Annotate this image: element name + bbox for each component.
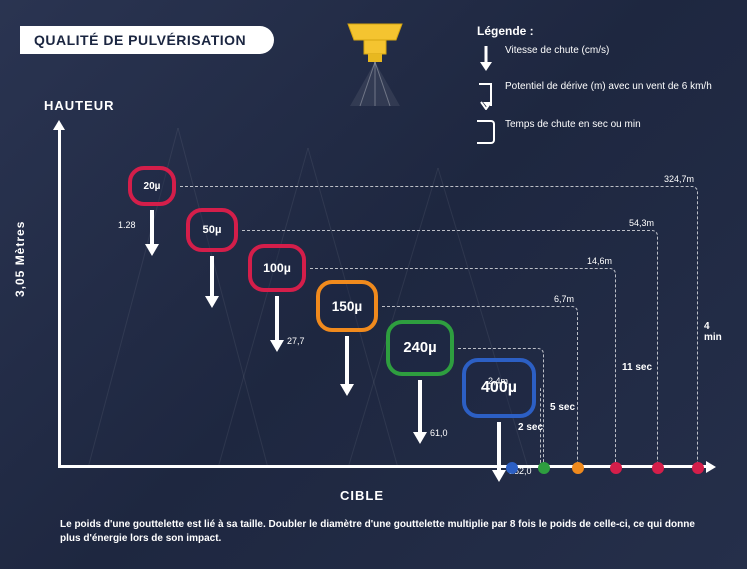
drift-path bbox=[458, 348, 544, 468]
target-dot bbox=[572, 462, 584, 474]
drift-distance-value: 324,7m bbox=[648, 174, 694, 184]
legend-velocity-text: Vitesse de chute (cm/s) bbox=[505, 44, 609, 57]
legend-velocity-icon bbox=[477, 44, 495, 72]
y-axis-line bbox=[58, 128, 61, 468]
x-axis-arrow-icon bbox=[706, 461, 716, 473]
velocity-value: 1.28 bbox=[118, 220, 136, 230]
fall-time-value: 4 min bbox=[704, 321, 722, 343]
legend-drift-text: Potentiel de dérive (m) avec un vent de … bbox=[505, 80, 712, 93]
target-dot bbox=[506, 462, 518, 474]
y-axis-scale: 3,05 Mètres bbox=[13, 221, 27, 297]
drift-distance-value: 6,7m bbox=[528, 294, 574, 304]
nozzle-icon bbox=[340, 18, 410, 113]
y-axis-title: HAUTEUR bbox=[44, 98, 115, 113]
drift-distance-value: 14,6m bbox=[566, 256, 612, 266]
droplet-size-label: 20µ bbox=[144, 181, 161, 192]
target-dot bbox=[692, 462, 704, 474]
legend-drift-icon bbox=[477, 80, 495, 110]
target-dot bbox=[610, 462, 622, 474]
x-axis-title: CIBLE bbox=[340, 488, 384, 503]
drift-distance-value: 2,4m bbox=[462, 376, 508, 386]
fall-time-value: 5 sec bbox=[550, 402, 575, 413]
y-axis-arrow-icon bbox=[53, 120, 65, 130]
footnote: Le poids d'une gouttelette est lié à sa … bbox=[60, 518, 707, 546]
fall-time-value: 11 sec bbox=[622, 362, 652, 373]
drift-distance-value: 54,3m bbox=[608, 218, 654, 228]
target-dot bbox=[652, 462, 664, 474]
target-dot bbox=[538, 462, 550, 474]
legend-heading: Légende : bbox=[477, 24, 727, 38]
chart-area: 20µ1.2850µ100µ27,7150µ240µ61,0400µ152,0 … bbox=[58, 128, 708, 468]
fall-arrow-icon bbox=[142, 210, 162, 258]
title-bar: QUALITÉ DE PULVÉRISATION bbox=[20, 26, 274, 54]
droplet-badge: 20µ bbox=[128, 166, 176, 206]
fall-time-value: 2 sec bbox=[518, 422, 543, 433]
